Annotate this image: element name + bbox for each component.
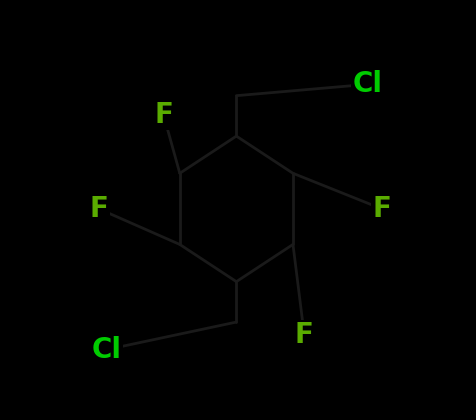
Text: F: F bbox=[294, 321, 313, 349]
Text: F: F bbox=[154, 101, 173, 129]
Text: F: F bbox=[89, 195, 108, 223]
Text: Cl: Cl bbox=[352, 71, 382, 98]
Text: F: F bbox=[372, 195, 390, 223]
Text: Cl: Cl bbox=[92, 336, 122, 364]
